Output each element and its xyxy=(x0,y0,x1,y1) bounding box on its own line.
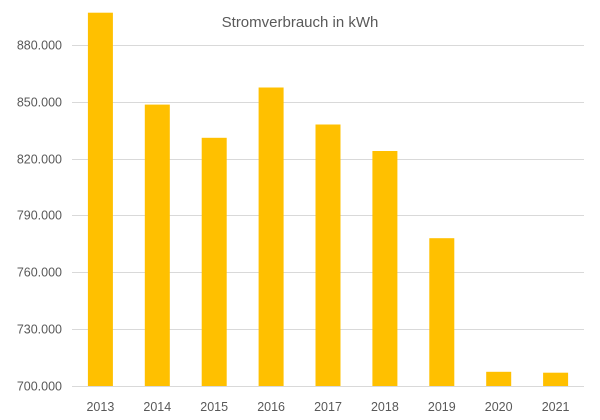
x-axis-tick-labels: 2013 2014 2015 2016 2017 2018 2019 2020 2021 xyxy=(86,400,569,414)
x-tick-label: 2016 xyxy=(257,400,285,414)
bar-2014 xyxy=(144,104,170,386)
x-tick-label: 2017 xyxy=(314,400,342,414)
x-tick-label: 2013 xyxy=(86,400,114,414)
x-tick-label: 2019 xyxy=(428,400,456,414)
chart-title: Stromverbrauch in kWh xyxy=(222,14,379,31)
x-tick-label: 2020 xyxy=(485,400,513,414)
y-tick-label: 760.000 xyxy=(17,266,62,280)
bar-2018 xyxy=(372,151,398,386)
y-tick-label: 700.000 xyxy=(17,380,62,394)
y-tick-label: 730.000 xyxy=(17,323,62,337)
bars xyxy=(87,12,569,386)
bar-2013 xyxy=(87,12,113,386)
y-axis-tick-labels: 700.000 730.000 760.000 790.000 820.000 850.0… xyxy=(17,39,62,394)
bar-2016 xyxy=(258,87,284,386)
y-tick-label: 820.000 xyxy=(17,153,62,167)
bar-2015 xyxy=(201,137,227,386)
x-tick-label: 2015 xyxy=(200,400,228,414)
bar-2021 xyxy=(543,372,569,386)
x-tick-label: 2018 xyxy=(371,400,399,414)
x-tick-label: 2021 xyxy=(542,400,570,414)
y-tick-label: 880.000 xyxy=(17,39,62,53)
bar-2017 xyxy=(315,124,341,386)
x-tick-label: 2014 xyxy=(143,400,171,414)
bar-2019 xyxy=(429,238,455,386)
y-tick-label: 850.000 xyxy=(17,96,62,110)
y-tick-label: 790.000 xyxy=(17,209,62,223)
bar-2020 xyxy=(486,371,512,386)
